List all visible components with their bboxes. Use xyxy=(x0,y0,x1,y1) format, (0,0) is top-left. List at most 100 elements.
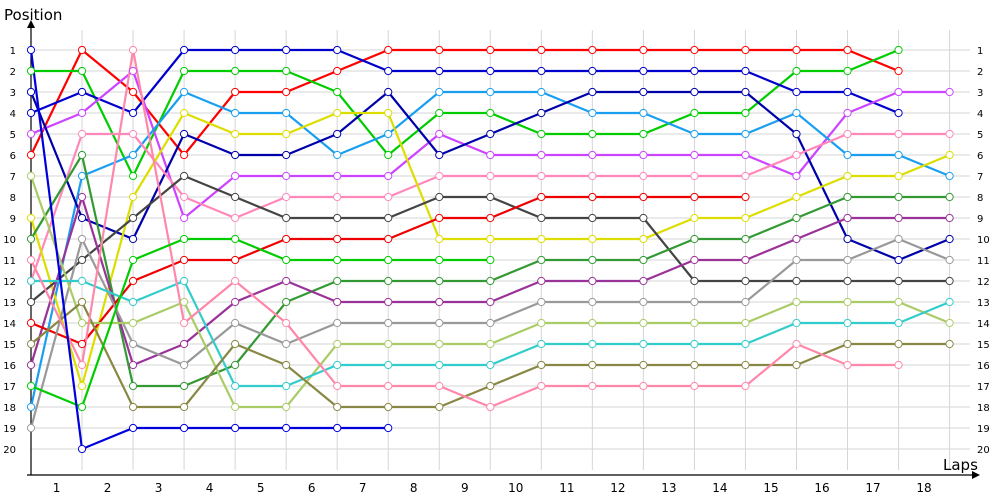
series-point xyxy=(843,192,852,202)
series-point xyxy=(26,297,36,307)
series-point xyxy=(639,276,648,286)
series-line-17 xyxy=(30,48,899,409)
axes xyxy=(27,20,980,479)
series-point xyxy=(333,360,342,370)
series-point xyxy=(128,402,138,412)
series-point xyxy=(128,108,138,118)
series-point xyxy=(894,276,903,286)
series-point xyxy=(486,192,495,202)
series-line-3 xyxy=(30,48,900,115)
series-point xyxy=(894,108,903,118)
y-tick-label-right: 7 xyxy=(977,172,983,183)
series-point xyxy=(843,297,852,307)
series-point xyxy=(894,192,903,202)
chart-title: Position xyxy=(4,6,62,24)
series-line-19 xyxy=(29,49,389,451)
series-point xyxy=(945,255,954,265)
series-point xyxy=(26,150,36,160)
x-tick-label: 8 xyxy=(410,481,418,495)
series-point xyxy=(843,129,852,139)
series-point xyxy=(128,45,138,55)
series-point xyxy=(486,297,495,307)
series-point xyxy=(486,255,495,265)
series-point xyxy=(588,45,597,55)
series-point xyxy=(639,255,648,265)
series-line-2 xyxy=(31,48,900,178)
x-tick-label: 11 xyxy=(559,481,574,495)
series-point xyxy=(537,192,546,202)
series-point xyxy=(179,66,189,76)
series-point xyxy=(486,108,495,118)
series-point xyxy=(639,108,648,118)
series-point xyxy=(128,171,138,181)
y-tick-label-right: 10 xyxy=(977,235,990,246)
series-point xyxy=(843,318,852,328)
series-point xyxy=(537,108,546,118)
series-point xyxy=(384,381,393,391)
series-point xyxy=(690,108,699,118)
series-point xyxy=(792,171,801,181)
series-point xyxy=(486,213,495,223)
series-point xyxy=(179,171,189,181)
series-point xyxy=(77,276,87,286)
series-point xyxy=(486,339,495,349)
series-point xyxy=(282,318,291,328)
series-point xyxy=(77,234,87,244)
series-point xyxy=(843,360,852,370)
series-point xyxy=(945,234,954,244)
series-point xyxy=(26,255,36,265)
series-point xyxy=(435,381,444,391)
series-point xyxy=(26,45,36,55)
series-point xyxy=(741,45,750,55)
series-point xyxy=(639,381,648,391)
series-point xyxy=(333,297,342,307)
series-point xyxy=(537,297,546,307)
y-tick-label-right: 16 xyxy=(977,361,990,372)
series-point xyxy=(333,66,342,76)
series-point xyxy=(128,360,138,370)
y-tick-label-right: 8 xyxy=(977,193,983,204)
series-line-18 xyxy=(30,237,491,409)
series-point xyxy=(537,318,546,328)
series-point xyxy=(333,192,342,202)
series-point xyxy=(333,381,342,391)
series-point xyxy=(690,213,699,223)
series-point xyxy=(894,297,903,307)
y-tick-label-left: 7 xyxy=(10,172,16,183)
series-point xyxy=(77,66,87,76)
series-point xyxy=(77,381,87,391)
y-tick-label-right: 13 xyxy=(977,298,990,309)
series-point xyxy=(486,381,495,391)
series-point xyxy=(179,255,189,265)
series-point xyxy=(179,318,189,328)
x-tick-label: 2 xyxy=(104,481,112,495)
series-point xyxy=(179,339,189,349)
y-tick-label-left: 17 xyxy=(3,382,16,393)
series-point xyxy=(945,171,954,181)
series-point xyxy=(639,360,648,370)
series-point xyxy=(333,276,342,286)
series-point xyxy=(333,234,342,244)
series-point xyxy=(792,213,801,223)
series-point xyxy=(486,171,495,181)
series-point xyxy=(792,339,801,349)
y-tick-label-right: 19 xyxy=(977,424,990,435)
series-point xyxy=(384,129,393,139)
series-point xyxy=(741,108,750,118)
series-point xyxy=(282,150,291,160)
series-point xyxy=(282,108,291,118)
series-point xyxy=(384,276,393,286)
series-line-1 xyxy=(30,48,900,157)
y-tick-label-left: 18 xyxy=(3,403,16,414)
series-point xyxy=(894,255,903,265)
series-point xyxy=(843,255,852,265)
series-point xyxy=(333,213,342,223)
series-point xyxy=(231,318,240,328)
y-tick-label-left: 9 xyxy=(10,214,16,225)
series-point xyxy=(741,360,750,370)
series-point xyxy=(384,255,393,265)
series-point xyxy=(588,318,597,328)
series-point xyxy=(588,192,597,202)
y-tick-label-left: 11 xyxy=(3,256,16,267)
series-point xyxy=(741,87,750,97)
